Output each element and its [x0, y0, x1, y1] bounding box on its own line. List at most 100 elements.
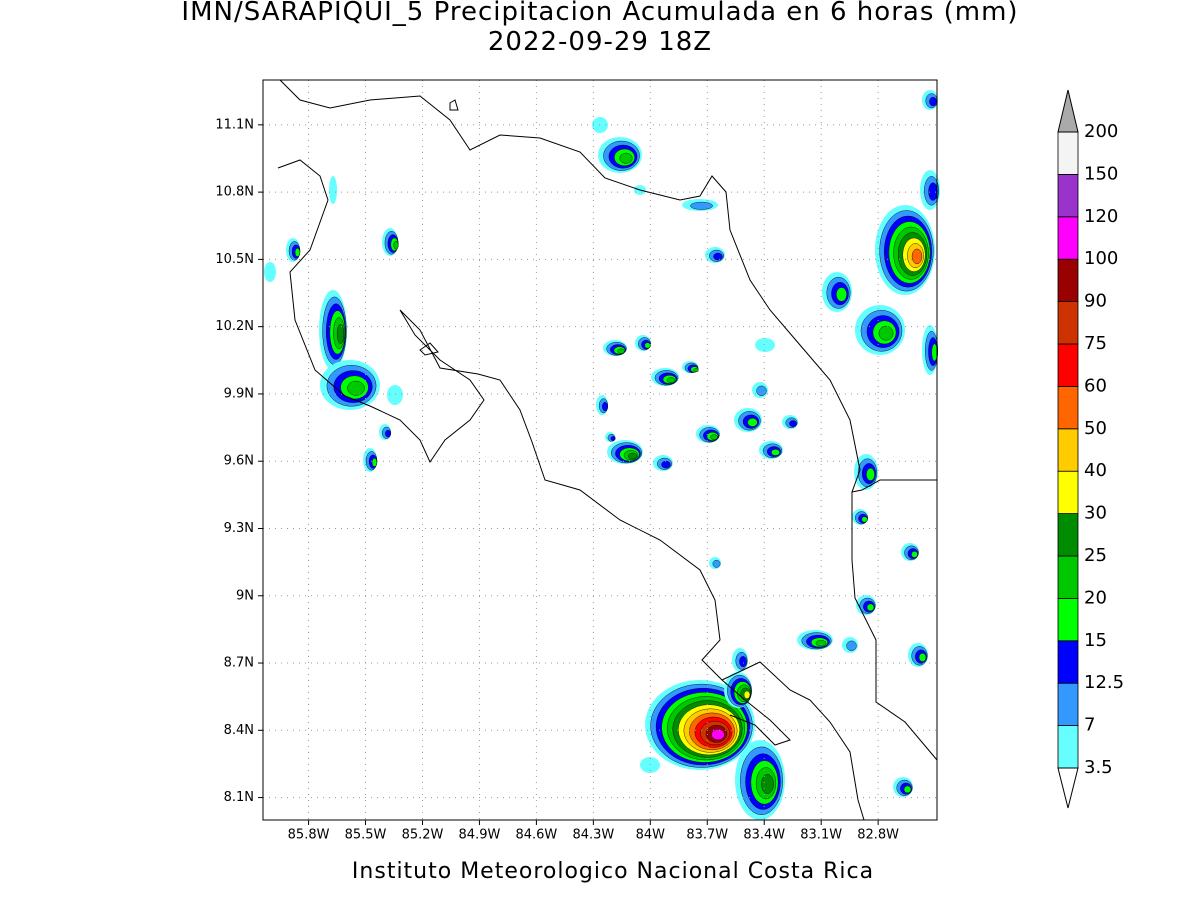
pacific-coast [277, 159, 865, 821]
lon-label: 85.5W [345, 828, 387, 843]
precip-contour [918, 653, 927, 662]
colorbar-under [1057, 767, 1079, 809]
precip-contour [712, 559, 721, 568]
colorbar-label: 200 [1084, 121, 1118, 142]
precip-contour [693, 368, 699, 373]
colorbar-swatch [1057, 725, 1079, 769]
precip-contour [755, 338, 775, 352]
colorbar-label: 25 [1084, 545, 1107, 566]
lat-label: 8.1N [224, 790, 254, 805]
lake [419, 342, 439, 356]
lat-label: 11.1N [215, 117, 254, 132]
lon-label: 84.9W [459, 828, 501, 843]
lon-label: 85.2W [402, 828, 444, 843]
colorbar-label: 20 [1084, 587, 1107, 608]
footer: Instituto Meteorologico Nacional Costa R… [352, 859, 874, 884]
lat-label: 9.3N [224, 521, 254, 536]
precip-contour [336, 324, 345, 344]
precip-contour [743, 690, 751, 699]
precip-contour [761, 774, 774, 794]
title: IMN/SARAPIQUI_5 Precipitacion Acumulada … [181, 0, 1018, 27]
lon-label: 82.8W [857, 828, 899, 843]
lon-label: 83.4W [743, 828, 785, 843]
coastlines [277, 79, 938, 821]
colorbar-label: 150 [1084, 163, 1118, 184]
lat-label: 10.8N [215, 185, 254, 200]
colorbar-swatch [1057, 640, 1079, 684]
colorbar-label: 30 [1084, 503, 1107, 524]
precip-contour [928, 182, 938, 201]
lat-label: 8.7N [224, 656, 254, 671]
precip-contour [610, 436, 616, 442]
precip-contour [789, 420, 797, 427]
colorbar-label: 3.5 [1084, 757, 1113, 778]
precip-contour [866, 603, 875, 612]
precip-contour [371, 458, 378, 467]
colorbar-label: 15 [1084, 630, 1107, 651]
precip-contour [393, 240, 399, 250]
precip-contour [294, 248, 301, 257]
colorbar-swatch [1057, 428, 1079, 472]
precip-contour [866, 467, 875, 481]
colorbar-swatch [1057, 555, 1079, 599]
precip-field [264, 90, 940, 820]
precip-contour [711, 729, 725, 741]
precip-contour [644, 342, 651, 349]
precip-contour [771, 449, 780, 456]
colorbar-swatch [1057, 258, 1079, 303]
colorbar-label: 40 [1084, 460, 1107, 481]
precip-contour [347, 380, 365, 396]
lat-label: 9.9N [224, 386, 254, 401]
grid [258, 80, 937, 825]
colorbar-swatch [1057, 131, 1079, 175]
precip-contour [385, 429, 391, 438]
lat-label: 10.5N [215, 252, 254, 267]
lon-label: 84W [636, 828, 666, 843]
precip-contour [846, 640, 857, 651]
colorbar-label: 90 [1084, 291, 1107, 312]
colorbar-swatch [1057, 173, 1079, 218]
lon-label: 85.8W [288, 828, 330, 843]
colorbar-label: 120 [1084, 206, 1118, 227]
precip-contour [878, 325, 894, 341]
map-frame [262, 79, 938, 821]
colorbar-swatch [1057, 343, 1079, 387]
colorbar-swatch [1057, 216, 1079, 260]
precip-contour [815, 640, 827, 647]
precip-contour [756, 385, 767, 396]
lat-label: 9.6N [224, 454, 254, 469]
precip-contour [666, 377, 676, 383]
precip-contour [747, 418, 758, 427]
lon-label: 83.1W [800, 828, 842, 843]
precip-contour [387, 385, 403, 405]
precip-contour [739, 656, 747, 668]
colorbar: 3.5 7 12.5 15 20 25 30 40 50 60 75 90 100 120 150 200 [1057, 89, 1124, 809]
precip-contour [602, 401, 608, 412]
precip-contour [329, 176, 337, 204]
lon-label: 84.3W [572, 828, 614, 843]
precip-contour [903, 785, 912, 794]
colorbar-label: 50 [1084, 418, 1107, 439]
precip-contour [690, 201, 713, 210]
colorbar-swatch [1057, 513, 1079, 557]
precip-contour [929, 96, 937, 107]
lat-label: 10.2N [215, 319, 254, 334]
lon-label: 84.6W [515, 828, 557, 843]
lat-label: 8.4N [224, 723, 254, 738]
colorbar-swatch [1057, 598, 1079, 642]
peninsula [721, 679, 791, 746]
precip-contour [264, 262, 276, 282]
colorbar-swatch [1057, 301, 1079, 345]
lon-label: 83.7W [686, 828, 728, 843]
colorbar-label: 12.5 [1084, 672, 1124, 693]
colorbar-over [1057, 89, 1079, 133]
precip-contour [619, 152, 633, 164]
border [851, 479, 937, 493]
precip-contour [931, 343, 938, 362]
colorbar-label: 75 [1084, 333, 1107, 354]
precip-contour [911, 248, 923, 265]
precip-contour [836, 287, 847, 302]
colorbar-swatch [1057, 682, 1079, 727]
precip-contour [861, 516, 868, 523]
